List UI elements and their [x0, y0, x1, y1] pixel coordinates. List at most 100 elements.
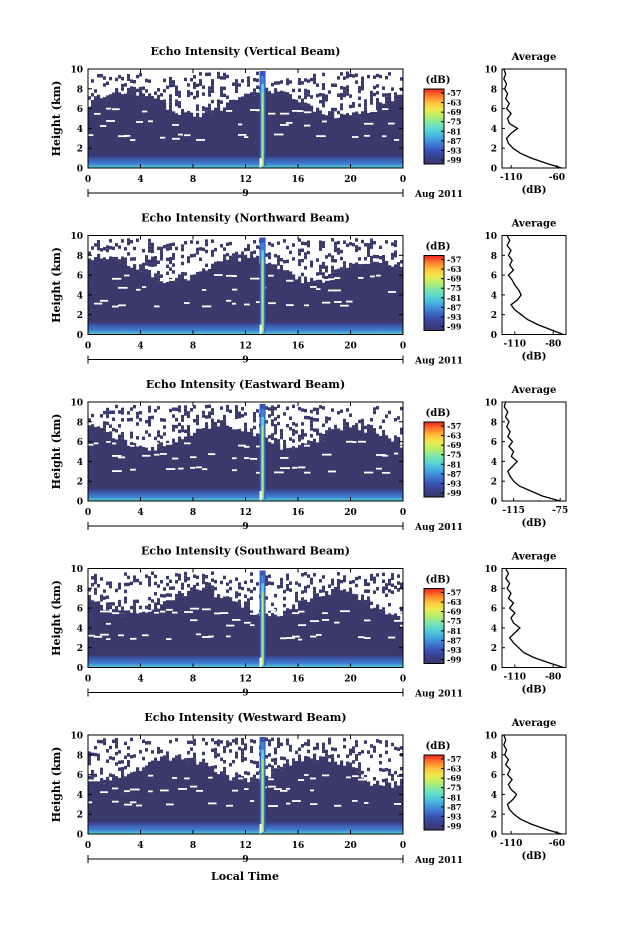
colorbar-tick-label: -81: [447, 293, 461, 303]
heatmap-field: [88, 736, 404, 834]
panel-0: Echo Intensity (Vertical Beam) 0 2 4 6 8 10 Hei…: [50, 45, 567, 200]
x-tick-label: 0: [85, 675, 91, 685]
y-tick-label: 0: [77, 331, 83, 341]
y-tick-label: 2: [77, 145, 83, 155]
y-tick-label: 2: [77, 811, 83, 821]
colorbar-tick-label: -63: [447, 264, 462, 274]
colorbar-tick-label: -87: [447, 802, 461, 812]
colorbar: [423, 588, 445, 664]
avg-x-label: (dB): [522, 851, 547, 862]
average-profile-line: [505, 568, 564, 669]
x-tick-label: 0: [400, 175, 406, 185]
x-tick-label: 12: [239, 342, 252, 352]
colorbar-tick-label: -63: [447, 597, 462, 607]
y-tick-label: 6: [77, 105, 83, 115]
x-tick-label: 0: [400, 841, 406, 851]
average-profile-line: [503, 401, 561, 502]
x-tick-label: 12: [239, 675, 252, 685]
x-tick-label: 16: [292, 841, 305, 851]
average-title: Average: [511, 552, 557, 563]
colorbar-tick-label: -87: [447, 302, 461, 312]
colorbar-tick-label: -99: [447, 488, 462, 498]
avg-y-tick-label: 10: [484, 565, 497, 575]
avg-y-tick-label: 10: [484, 399, 497, 409]
average-title: Average: [511, 219, 557, 230]
avg-y-tick-label: 0: [491, 831, 497, 841]
avg-x-tick-label: -80: [545, 673, 561, 683]
colorbar-tick-label: -81: [447, 792, 461, 802]
y-axis-label: Height (km): [50, 747, 63, 823]
y-tick-label: 6: [77, 272, 83, 282]
colorbar-tick-label: -69: [447, 107, 462, 117]
heatmap-field: [88, 570, 405, 668]
panel-4: Echo Intensity (Westward Beam) 0 2 4 6 8 10 Hei…: [50, 711, 567, 866]
avg-y-tick-label: 2: [491, 644, 497, 654]
avg-y-tick-label: 2: [491, 811, 497, 821]
x-tick-label: 20: [344, 675, 357, 685]
y-tick-label: 6: [77, 771, 83, 781]
x-tick-label: 8: [190, 342, 196, 352]
colorbar-tick-label: -93: [447, 645, 462, 655]
heatmap-field: [88, 237, 404, 335]
y-tick-label: 4: [77, 791, 83, 801]
average-frame: [501, 235, 567, 335]
colorbar-tick-label: -57: [447, 754, 461, 764]
x-tick-label: 4: [137, 675, 143, 685]
average-profile-line: [503, 68, 562, 169]
colorbar-tick-label: -57: [447, 421, 461, 431]
colorbar-unit: (dB): [426, 575, 451, 586]
avg-y-tick-label: 6: [491, 105, 497, 115]
y-tick-label: 10: [70, 732, 83, 742]
average-profile-line: [506, 235, 564, 336]
colorbar-tick-label: -57: [447, 255, 461, 265]
colorbar: [423, 255, 445, 331]
y-tick-label: 8: [77, 585, 83, 595]
date-label: Aug 2011: [414, 190, 463, 200]
panel-title: Echo Intensity (Westward Beam): [144, 711, 346, 724]
y-tick-label: 2: [77, 644, 83, 654]
avg-y-tick-label: 6: [491, 438, 497, 448]
colorbar-tick-label: -99: [447, 322, 462, 332]
x-tick-label: 0: [85, 342, 91, 352]
day-label: 9: [242, 356, 248, 366]
avg-y-tick-label: 10: [484, 732, 497, 742]
x-tick-label: 0: [85, 841, 91, 851]
colorbar-tick-label: -99: [447, 155, 462, 165]
colorbar-tick-label: -93: [447, 312, 462, 322]
y-tick-label: 0: [77, 831, 83, 841]
colorbar-tick-label: -69: [447, 773, 462, 783]
avg-y-tick-label: 2: [491, 478, 497, 488]
panel-title: Echo Intensity (Eastward Beam): [146, 378, 345, 391]
colorbar-tick-label: -63: [447, 764, 462, 774]
x-tick-label: 0: [85, 175, 91, 185]
y-axis-label: Height (km): [50, 580, 63, 656]
colorbar-tick-label: -75: [447, 450, 461, 460]
colorbar-unit: (dB): [426, 408, 451, 419]
avg-x-tick-label: -60: [549, 173, 565, 183]
y-tick-label: 0: [77, 498, 83, 508]
panel-3: Echo Intensity (Southward Beam) 0 2 4 6 8 10 He…: [50, 545, 567, 700]
avg-y-tick-label: 8: [491, 418, 497, 428]
x-tick-label: 4: [137, 175, 143, 185]
avg-y-tick-label: 4: [491, 624, 497, 634]
avg-y-tick-label: 0: [491, 498, 497, 508]
day-label: 9: [242, 189, 248, 199]
x-tick-label: 8: [190, 508, 196, 518]
y-tick-label: 8: [77, 85, 83, 95]
date-label: Aug 2011: [414, 856, 463, 866]
heatmap-field: [88, 70, 404, 168]
average-frame: [501, 68, 567, 169]
avg-y-tick-label: 6: [491, 605, 497, 615]
colorbar-tick-label: -57: [447, 588, 461, 598]
colorbar-tick-label: -69: [447, 274, 462, 284]
y-tick-label: 10: [70, 565, 83, 575]
x-tick-label: 0: [400, 508, 406, 518]
avg-x-label: (dB): [522, 185, 547, 196]
avg-x-tick-label: -60: [549, 839, 565, 849]
avg-y-tick-label: 8: [491, 585, 497, 595]
y-tick-label: 6: [77, 605, 83, 615]
x-tick-label: 4: [137, 342, 143, 352]
panel-1: Echo Intensity (Northward Beam) 0 2 4 6 8 10 He…: [50, 212, 567, 367]
colorbar-unit: (dB): [426, 75, 451, 86]
